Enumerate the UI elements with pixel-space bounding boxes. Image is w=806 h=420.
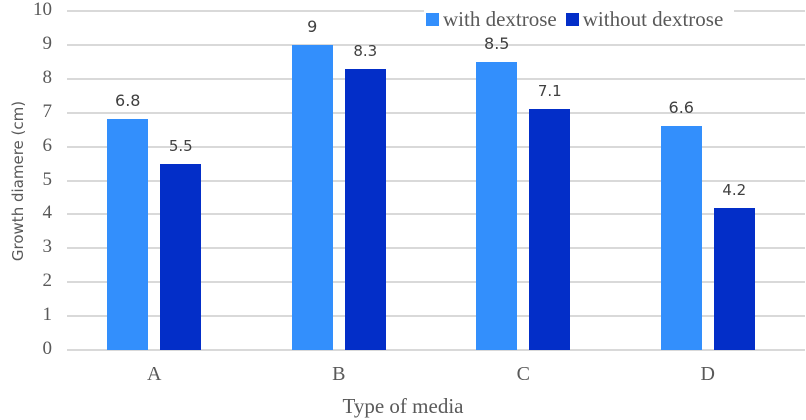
y-tick-label: 3 <box>42 236 53 258</box>
legend: with dextrose without dextrose <box>424 7 735 32</box>
bar-d-without-dextrose <box>713 207 755 350</box>
bar-a-without-dextrose <box>160 163 202 350</box>
data-label: 7.1 <box>537 82 562 101</box>
x-tick-label: C <box>516 363 530 385</box>
y-tick-label: 4 <box>42 202 53 224</box>
y-tick-label: 8 <box>42 66 53 88</box>
x-tick-label: A <box>147 363 162 385</box>
y-tick-label: 1 <box>42 304 53 326</box>
legend-item-with-dextrose: with dextrose <box>426 7 557 32</box>
bar-c-with-dextrose <box>476 61 518 350</box>
y-axis-title: Growth diamere (cm) <box>9 100 27 262</box>
gridline <box>67 349 805 351</box>
y-tick-label: 0 <box>42 338 53 359</box>
y-tick-label: 2 <box>42 270 53 292</box>
legend-swatch-icon <box>426 13 439 26</box>
data-label: 8.5 <box>484 33 510 53</box>
y-tick-label: 5 <box>42 168 53 190</box>
bar-b-with-dextrose <box>291 44 333 350</box>
x-tick-label: D <box>700 363 715 385</box>
gridline <box>67 111 805 114</box>
bar-c-without-dextrose <box>529 109 571 350</box>
legend-label: with dextrose <box>443 7 557 31</box>
legend-swatch-icon <box>565 13 579 26</box>
y-tick-label: 9 <box>42 32 53 54</box>
y-tick-label: 7 <box>42 100 53 122</box>
x-tick-label: B <box>332 363 346 385</box>
data-label: 5.5 <box>168 136 193 155</box>
data-label: 6.6 <box>668 98 694 118</box>
gridline <box>67 281 805 284</box>
data-label: 9 <box>307 16 318 36</box>
gridline <box>67 213 805 216</box>
legend-item-without-dextrose: without dextrose <box>565 7 724 32</box>
gridline <box>67 77 805 80</box>
data-label: 6.8 <box>115 91 141 111</box>
bar-a-with-dextrose <box>107 119 149 350</box>
data-label: 4.2 <box>722 180 747 199</box>
y-tick-label: 10 <box>33 0 52 20</box>
gridline <box>67 247 805 250</box>
legend-label: without dextrose <box>582 7 724 31</box>
y-tick-label: 6 <box>42 134 53 156</box>
bar-d-with-dextrose <box>660 126 702 350</box>
data-label: 8.3 <box>353 41 378 60</box>
x-axis-title: Type of media <box>342 394 464 418</box>
gridline <box>67 179 805 182</box>
gridline <box>67 145 805 148</box>
gridline <box>67 315 805 318</box>
bar-b-without-dextrose <box>344 68 386 350</box>
gridline <box>67 43 805 46</box>
